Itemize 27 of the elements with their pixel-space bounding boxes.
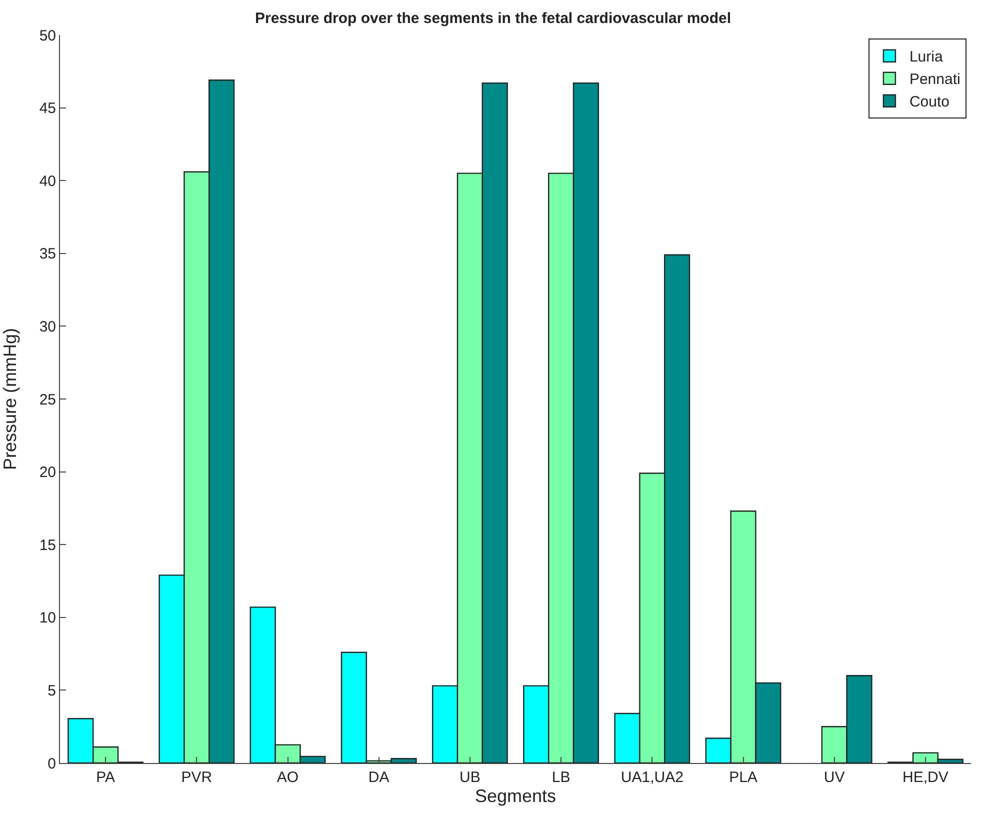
legend-label: Couto <box>909 94 950 111</box>
y-tick-label: 45 <box>39 100 56 118</box>
y-tick-label: 5 <box>48 682 56 700</box>
y-tick-label: 40 <box>39 172 56 190</box>
chart-title: Pressure drop over the segments in the fetal cardiovascular model <box>255 10 731 27</box>
legend-label: Pennati <box>909 71 960 88</box>
y-tick-label: 10 <box>39 610 56 627</box>
x-tick-label: UB <box>460 769 480 786</box>
x-tick-label: UA1,UA2 <box>620 769 684 786</box>
x-tick-label: PVR <box>181 769 212 786</box>
y-tick-label: 30 <box>39 318 56 336</box>
y-tick-label: 50 <box>39 27 56 44</box>
x-tick-label: DA <box>368 769 390 786</box>
legend-label: Luria <box>909 48 944 66</box>
y-axis-title: Pressure (mmHg) <box>0 328 20 470</box>
x-tick-label: LB <box>552 769 570 786</box>
x-tick-label: UV <box>824 769 845 786</box>
x-tick-label: PLA <box>729 769 758 786</box>
x-tick-label: AO <box>276 769 299 786</box>
y-tick-label: 20 <box>39 464 56 482</box>
x-tick-label: PA <box>96 769 116 786</box>
y-tick-label: 0 <box>48 755 56 772</box>
y-tick-label: 15 <box>39 536 56 554</box>
y-tick-label: 35 <box>39 246 56 263</box>
x-tick-label: HE,DV <box>902 769 948 786</box>
x-axis-title: Segments <box>474 786 556 806</box>
y-tick-label: 25 <box>39 391 56 408</box>
